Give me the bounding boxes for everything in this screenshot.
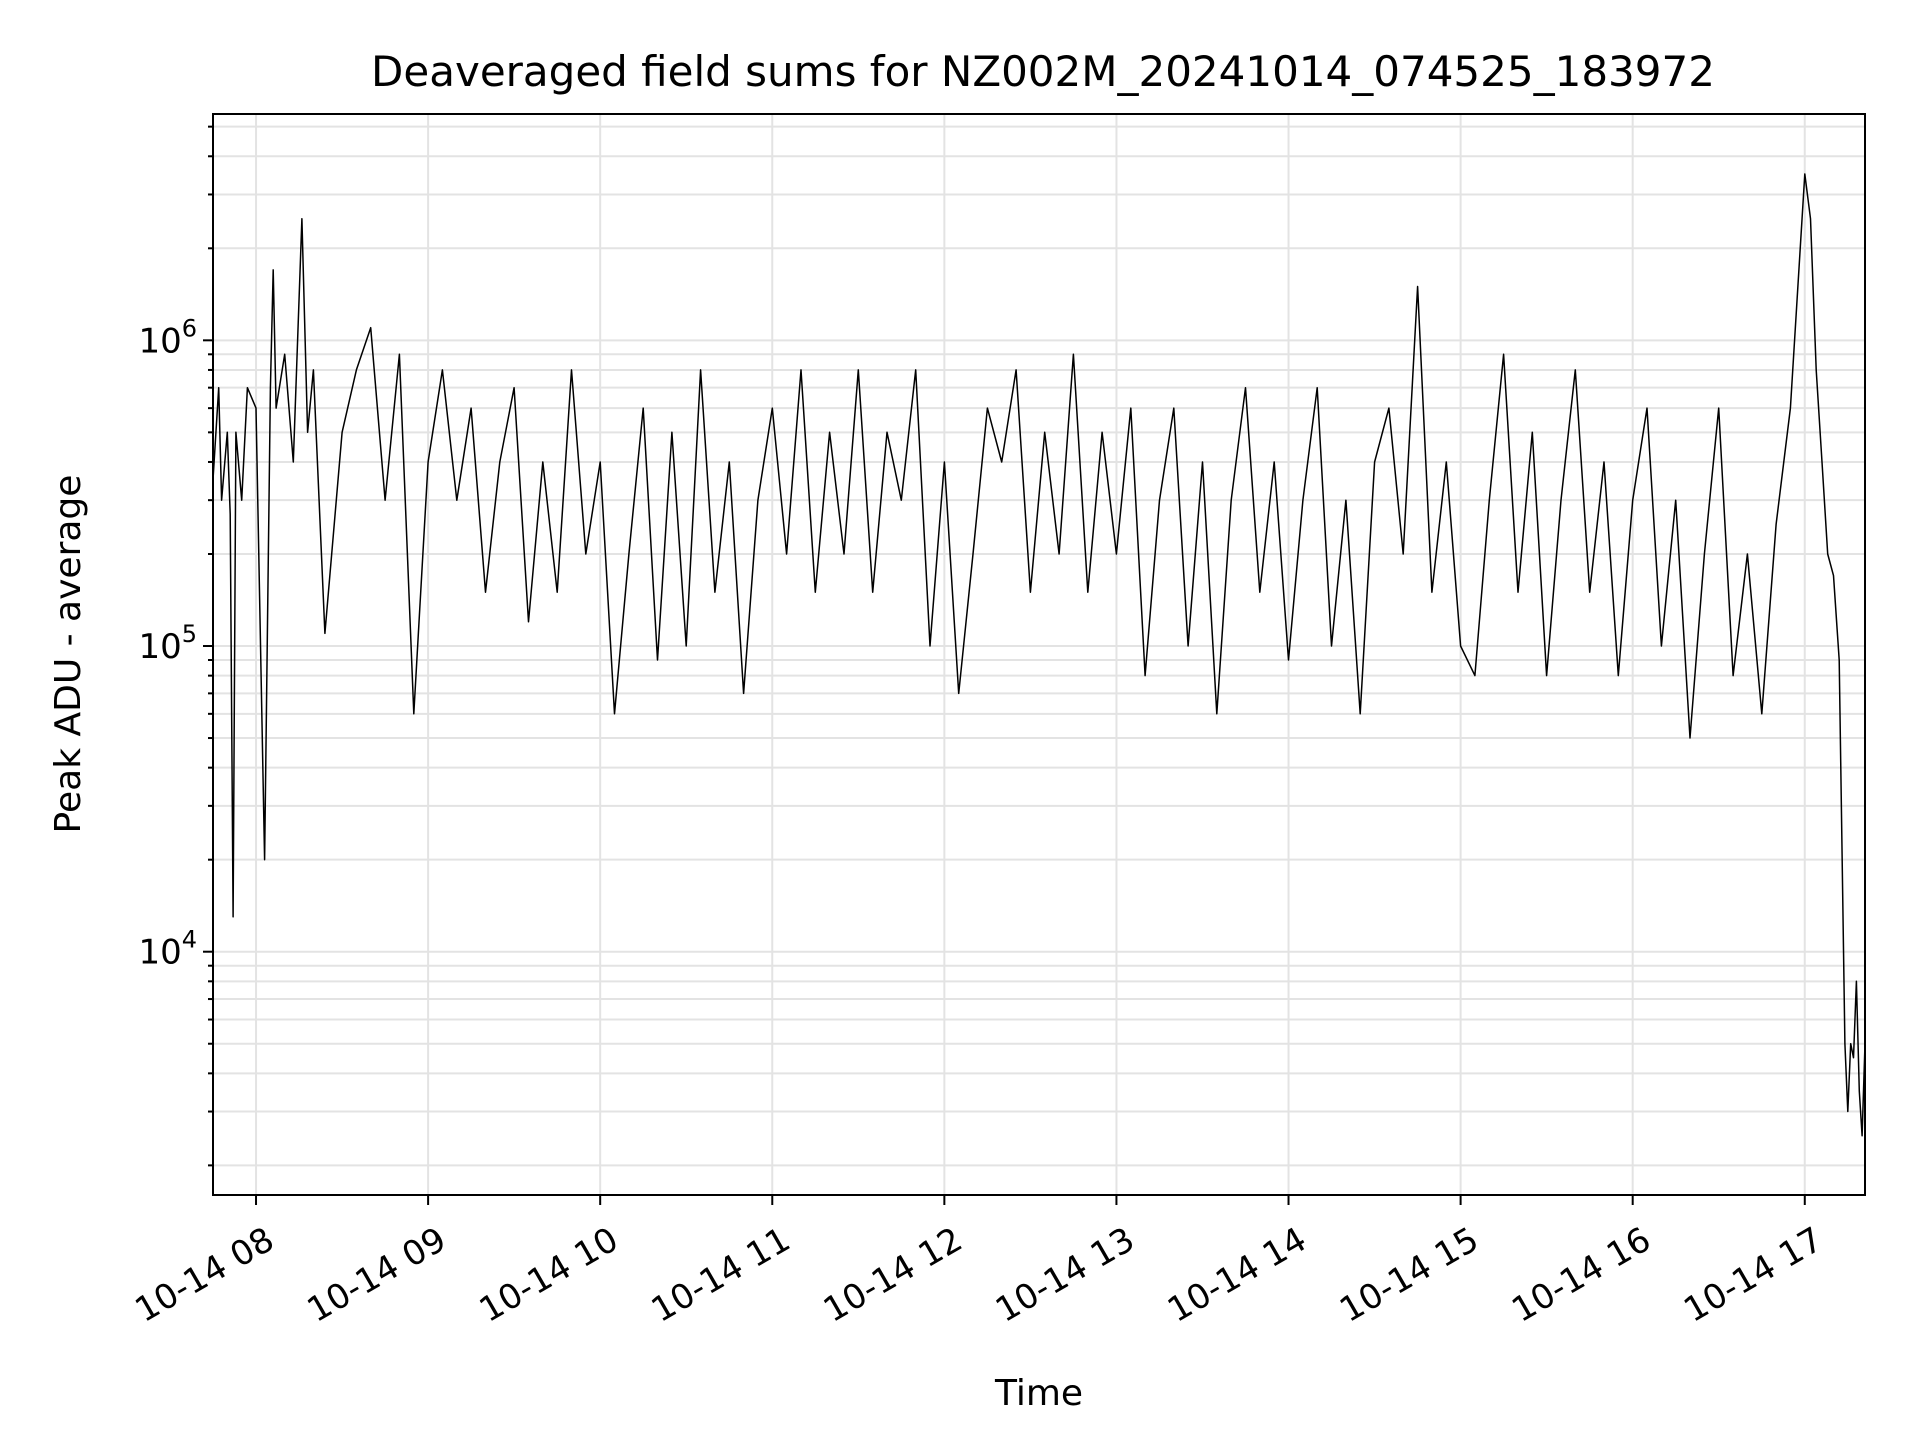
series-line (212, 173, 1866, 1137)
y-tick-label: 106 (138, 314, 197, 361)
grid (213, 114, 1865, 1195)
y-axis-label: Peak ADU - average (48, 475, 89, 834)
x-axis-label: Time (994, 1373, 1083, 1414)
series-layer (212, 173, 1866, 1137)
y-tick-label: 105 (138, 620, 197, 667)
plot-frame (212, 113, 1866, 1196)
y-tick-label: 104 (138, 926, 197, 973)
chart-title: Deaveraged field sums for NZ002M_2024101… (371, 47, 1715, 96)
y-axis: 104 105 106 (138, 125, 213, 1167)
